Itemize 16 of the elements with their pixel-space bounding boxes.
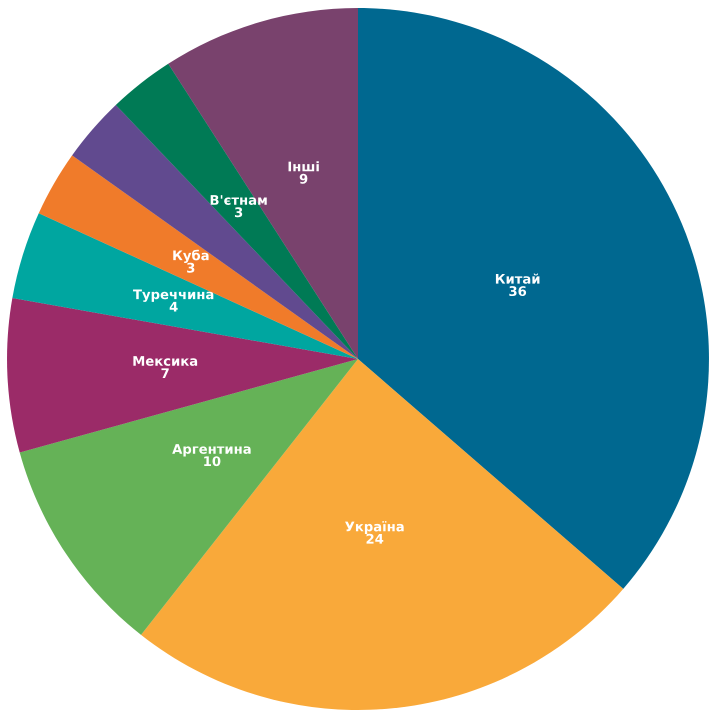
slice-label: Мексика xyxy=(133,356,198,366)
slice-label: Туреччина xyxy=(133,289,214,302)
data-label: 36 xyxy=(509,286,526,296)
slice-label: В'єтнам xyxy=(210,195,267,205)
slice-label: Куба xyxy=(173,250,209,263)
slice-label: Інші xyxy=(288,161,319,172)
data-label: 7 xyxy=(161,368,169,378)
data-label: 24 xyxy=(366,534,384,544)
slice-label: Україна xyxy=(345,521,404,534)
data-label: 9 xyxy=(300,174,308,184)
data-label: 3 xyxy=(187,262,194,273)
data-label: 3 xyxy=(234,207,242,218)
data-label: 10 xyxy=(204,456,220,466)
data-label: 4 xyxy=(170,302,178,312)
slice-label: Китай xyxy=(496,274,540,284)
slice-label: Аргентина xyxy=(172,444,251,456)
